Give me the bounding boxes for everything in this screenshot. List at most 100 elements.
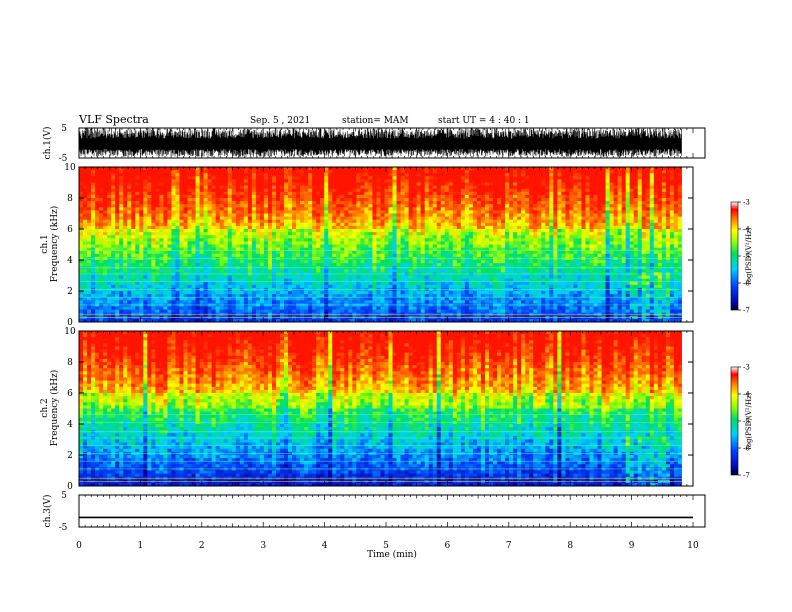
spectrogram-cell xyxy=(637,182,643,186)
spectrogram-cell xyxy=(231,173,237,177)
spectrogram-cell xyxy=(677,194,683,199)
spectrogram-cell xyxy=(396,173,401,177)
spectrogram-cell xyxy=(497,219,502,224)
spectrogram-cell xyxy=(99,173,104,177)
spectrogram-cell xyxy=(505,198,510,202)
spectrogram-cell xyxy=(452,213,458,217)
spectrogram-cell xyxy=(336,191,341,196)
spectrogram-cell xyxy=(175,269,180,273)
spectrogram-cell xyxy=(127,176,132,180)
spectrogram-cell xyxy=(489,198,494,202)
spectrogram-cell xyxy=(593,216,598,221)
spectrogram-cell xyxy=(211,235,217,239)
spectrogram-cell xyxy=(653,188,659,193)
spectrogram-cell xyxy=(452,250,458,255)
spectrogram-cell xyxy=(428,170,434,174)
spectrogram-cell xyxy=(673,213,679,217)
spectrogram-cell xyxy=(235,179,241,183)
spectrogram-cell xyxy=(372,229,377,233)
spectrogram-cell xyxy=(135,253,140,258)
spectrogram-cell xyxy=(641,229,647,233)
spectrogram-cell xyxy=(549,173,554,177)
spectrogram-cell xyxy=(203,253,209,258)
spectrogram-cell xyxy=(187,210,192,214)
spectrogram-cell xyxy=(617,219,623,224)
spectrogram-cell xyxy=(673,232,679,236)
spectrogram-cell xyxy=(448,198,454,202)
spectrogram-cell xyxy=(251,216,257,221)
spectrogram-cell xyxy=(348,207,353,211)
spectrogram-cell xyxy=(296,213,301,217)
spectrogram-cell xyxy=(489,191,494,196)
spectrogram-cell xyxy=(525,170,530,174)
spectrogram-cell xyxy=(388,263,393,267)
spectrogram-cell xyxy=(388,167,393,171)
spectrogram-cell xyxy=(275,191,281,196)
spectrogram-cell xyxy=(223,182,229,186)
spectrogram-cell xyxy=(247,232,253,236)
spectrogram-cell xyxy=(645,229,651,233)
spectrogram-cell xyxy=(167,222,172,227)
spectrogram-cell xyxy=(400,216,405,221)
spectrogram-cell xyxy=(175,185,180,190)
ytick-label-ch1-bottom: -5 xyxy=(59,154,68,164)
spectrogram-cell xyxy=(203,235,209,239)
spectrogram-cell xyxy=(119,241,124,245)
spectrogram-cell xyxy=(553,179,558,183)
spectrogram-cell xyxy=(336,235,341,239)
spectrogram-cell xyxy=(356,173,361,177)
spectrogram-cell xyxy=(259,250,265,255)
spectrogram-cell xyxy=(444,222,450,227)
spectrogram-cell xyxy=(87,204,92,208)
spectrogram-cell xyxy=(219,219,225,224)
spectrogram-cell xyxy=(529,182,534,186)
spectrogram-cell xyxy=(348,210,353,214)
spectrogram-cell xyxy=(553,229,558,233)
spectrogram-cell xyxy=(585,235,590,239)
spectrogram-cell xyxy=(609,173,615,177)
spectrogram-cell xyxy=(288,167,293,171)
spectrogram-cell xyxy=(255,219,261,224)
spectrogram-cell xyxy=(497,167,502,171)
spectrogram-cell xyxy=(440,260,446,264)
spectrogram-cell xyxy=(91,269,96,273)
spectrogram-cell xyxy=(300,207,305,211)
spectrogram-cell xyxy=(263,194,269,199)
spectrogram-cell xyxy=(525,201,530,205)
spectrogram-cell xyxy=(605,173,610,177)
spectrogram-cell xyxy=(513,250,518,255)
spectrogram-cell xyxy=(143,179,148,183)
spectrogram-cell xyxy=(617,182,623,186)
spectrogram-cell xyxy=(569,238,574,242)
spectrogram-cell xyxy=(613,207,619,211)
spectrogram-cell xyxy=(428,263,434,267)
spectrogram-cell xyxy=(533,222,538,227)
spectrogram-cell xyxy=(593,232,598,236)
spectrogram-cell xyxy=(123,201,128,205)
spectrogram-cell xyxy=(340,232,345,236)
spectrogram-cell xyxy=(163,216,168,221)
spectrogram-cell xyxy=(452,201,458,205)
spectrogram-cell xyxy=(332,222,337,227)
spectrogram-cell xyxy=(288,182,293,186)
spectrogram-cell xyxy=(557,185,562,190)
spectrogram-cell xyxy=(103,170,108,174)
spectrogram-cell xyxy=(416,213,422,217)
spectrogram-cell xyxy=(259,219,265,224)
spectrogram-cell xyxy=(175,170,180,174)
spectrogram-cell xyxy=(235,247,241,252)
spectrogram-cell xyxy=(637,194,643,199)
spectrogram-cell xyxy=(665,167,671,171)
spectrogram-cell xyxy=(569,222,574,227)
spectrogram-cell xyxy=(501,238,506,242)
spectrogram-cell xyxy=(199,179,205,183)
spectrogram-cell xyxy=(392,176,397,180)
spectrogram-cell xyxy=(577,216,582,221)
spectrogram-cell xyxy=(308,188,313,193)
spectrogram-cell xyxy=(123,250,128,255)
spectrogram-cell xyxy=(360,167,365,171)
spectrogram-cell xyxy=(400,213,405,217)
spectrogram-cell xyxy=(669,191,675,196)
spectrogram-cell xyxy=(641,207,647,211)
spectrogram-cell xyxy=(171,213,176,217)
